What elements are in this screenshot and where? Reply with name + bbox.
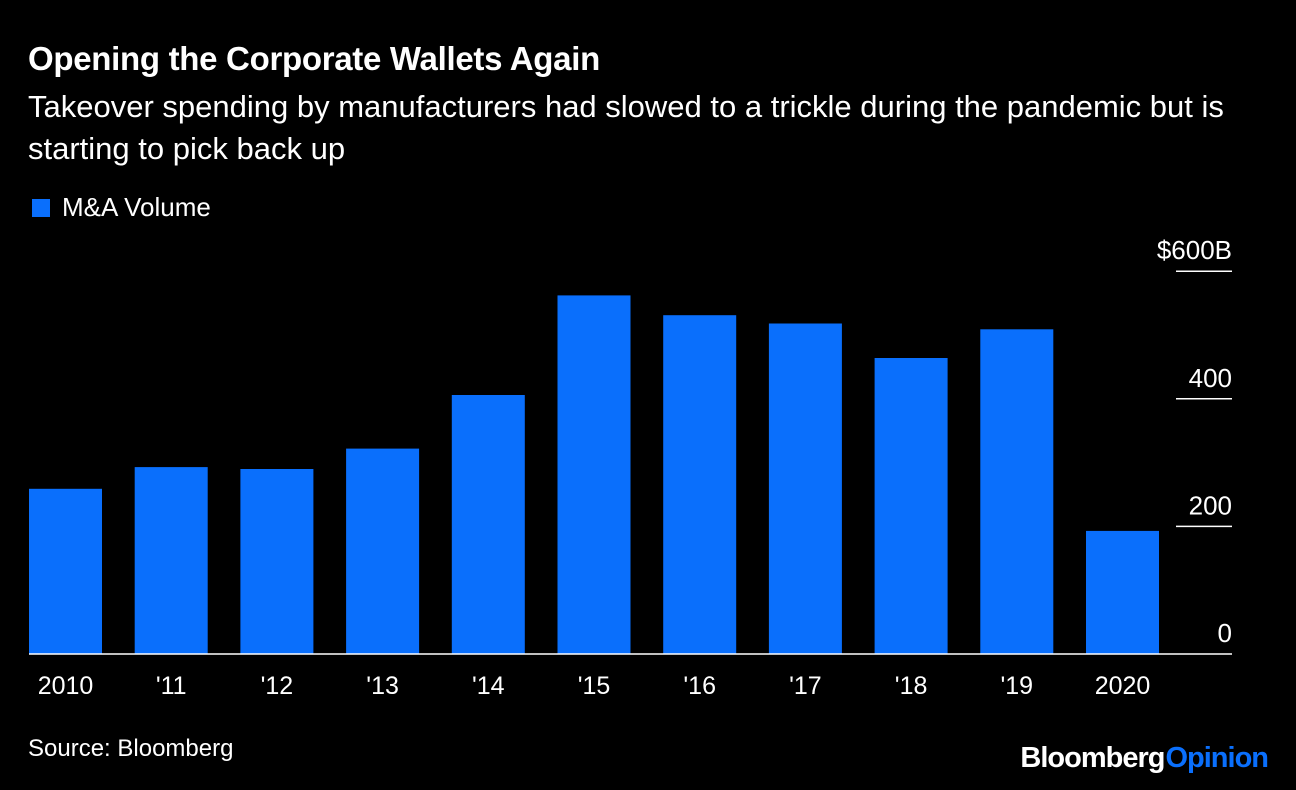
bar-9: [980, 329, 1054, 654]
bar-5: [557, 295, 631, 654]
y-tick-label-0: 0: [1218, 618, 1232, 648]
legend-swatch: [32, 198, 50, 217]
legend: M&A Volume: [32, 192, 211, 223]
x-tick-label-0: 2010: [38, 672, 94, 700]
chart-subtitle: Takeover spending by manufacturers had s…: [28, 89, 1224, 166]
x-tick-label-9: '19: [1001, 672, 1034, 700]
bar-10: [1086, 530, 1159, 654]
legend-label: M&A Volume: [62, 192, 211, 222]
bar-0: [29, 488, 102, 654]
x-tick-label-1: '11: [156, 672, 187, 700]
y-tick-label-2: 400: [1189, 363, 1232, 393]
bar-2: [240, 469, 314, 654]
chart-title: Opening the Corporate Wallets Again: [28, 40, 600, 77]
bar-3: [346, 448, 420, 654]
brand-logo-accent: Opinion: [1165, 742, 1269, 774]
bar-6: [663, 315, 737, 654]
y-tick-label-1: 200: [1189, 490, 1232, 520]
bar-4: [451, 395, 525, 654]
x-tick-label-8: '18: [895, 672, 928, 700]
x-tick-label-4: '14: [472, 672, 505, 700]
y-tick-label-3: $600B: [1157, 235, 1232, 265]
x-tick-label-7: '17: [789, 672, 822, 700]
x-tick-label-10: 2020: [1095, 672, 1151, 700]
bar-1: [134, 467, 208, 654]
brand-logo-primary: Bloomberg: [1020, 742, 1165, 774]
brand-logo: BloombergOpinion: [1020, 742, 1269, 775]
bar-8: [874, 358, 948, 654]
x-tick-label-5: '15: [578, 672, 611, 700]
source-note: Source: Bloomberg: [28, 735, 234, 762]
x-tick-label-3: '13: [366, 672, 399, 700]
x-tick-label-2: '12: [261, 672, 294, 700]
bar-7: [768, 323, 842, 654]
x-tick-label-6: '16: [683, 672, 716, 700]
